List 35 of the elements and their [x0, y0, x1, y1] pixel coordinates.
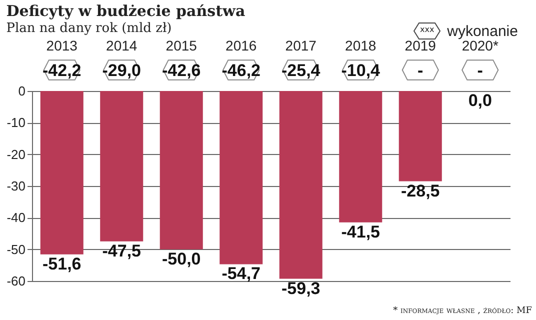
y-tick-label: -50 [6, 242, 26, 257]
text: -10,4 [341, 61, 381, 80]
text: -42,6 [162, 61, 201, 80]
x-tick-label: 2020* [462, 38, 499, 54]
data-label: -59,3 [282, 278, 320, 298]
x-tick-label: 2014 [106, 38, 138, 54]
data-label: 0,0 [468, 91, 492, 110]
y-tick-label: -10 [6, 115, 26, 130]
data-label: -50,0 [162, 249, 201, 268]
hexagon-icon: xxx [413, 22, 442, 40]
text: -29,0 [102, 61, 141, 80]
x-tick-label: 2017 [285, 38, 317, 54]
x-tick-label: 2013 [46, 38, 78, 54]
text: - [477, 61, 483, 80]
text: wykonanie [447, 22, 518, 40]
data-label: -41,5 [341, 222, 380, 242]
y-tick-label: -40 [6, 210, 26, 226]
x-tick-label: 2016 [226, 38, 257, 54]
data-label: -28,5 [401, 181, 440, 200]
x-tick-label: 2015 [166, 38, 198, 54]
text: -46,2 [222, 61, 260, 80]
y-tick-label: -20 [6, 146, 26, 162]
data-label: -51,6 [42, 254, 82, 274]
text: -42,2 [42, 61, 82, 80]
text: * informacje własne , źródło: MF [393, 306, 532, 316]
chart-subtitle: Plan na dany rok (mld zł) [6, 21, 172, 36]
chart-title: Deficyty w budżecie państwa [6, 2, 246, 20]
data-label: -54,7 [222, 264, 260, 284]
y-tick-label: -60 [6, 274, 26, 288]
x-tick-label: 2019 [404, 38, 436, 54]
x-tick-label: 2018 [345, 38, 376, 54]
text: -25,4 [282, 61, 321, 80]
y-tick-label: -30 [6, 178, 26, 194]
y-tick-label: 0 [18, 84, 26, 98]
text: - [418, 61, 424, 80]
